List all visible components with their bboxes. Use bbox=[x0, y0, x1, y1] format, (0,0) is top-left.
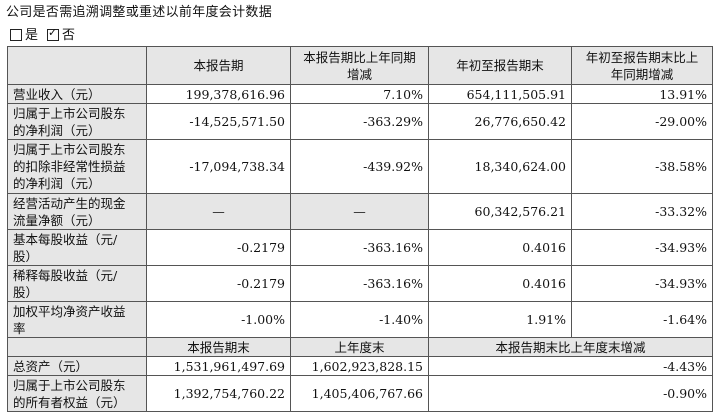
table-row: 归属于上市公司股东 的扣除非经常性损益 的净利润（元） -17,094,738.34… bbox=[7, 139, 713, 194]
option-no-label: 否 bbox=[62, 28, 76, 43]
row-label: 基本每股收益（元/股） bbox=[7, 229, 147, 266]
row-label: 总资产（元） bbox=[7, 356, 147, 376]
row-label: 归属于上市公司股东 的扣除非经常性损益 的净利润（元） bbox=[7, 139, 147, 194]
cell: -439.92% bbox=[290, 139, 429, 194]
table-row: 营业收入（元） 199,378,616.96 7.10% 654,111,505… bbox=[7, 84, 713, 104]
table-row: 经营活动产生的现金 流量净额（元） — — 60,342,576.21 -33.3… bbox=[7, 193, 713, 230]
table-row: 归属于上市公司股东 的净利润（元） -14,525,571.50 -363.29%… bbox=[7, 103, 713, 140]
header-ytd: 年初至报告期末 bbox=[428, 46, 572, 85]
table-row: 归属于上市公司股东 的所有者权益（元） 1,392,754,760.22 1,40… bbox=[7, 375, 713, 412]
cell: -34.93% bbox=[571, 229, 713, 266]
cell: 199,378,616.96 bbox=[146, 84, 291, 104]
header-blank bbox=[7, 337, 147, 357]
header-row-2: 本报告期末 上年度末 本报告期末比上年度末增减 bbox=[7, 337, 713, 357]
header-period-end: 本报告期末 bbox=[146, 337, 291, 357]
cell: 654,111,505.91 bbox=[428, 84, 572, 104]
cell: -4.43% bbox=[428, 356, 713, 376]
row-label: 营业收入（元） bbox=[7, 84, 147, 104]
table-row: 总资产（元） 1,531,961,497.69 1,602,923,828.15… bbox=[7, 356, 713, 376]
financial-data-table: 本报告期 本报告期比上年同期 增减 年初至报告期末 年初至报告期末比上 年同期增减 … bbox=[7, 46, 713, 412]
row-label: 稀释每股收益（元/股） bbox=[7, 265, 147, 302]
cell: 7.10% bbox=[290, 84, 429, 104]
cell: 1,392,754,760.22 bbox=[146, 375, 291, 412]
cell: 26,776,650.42 bbox=[428, 103, 572, 140]
cell: 13.91% bbox=[571, 84, 713, 104]
checkbox-no[interactable] bbox=[47, 26, 60, 41]
cell: 0.4016 bbox=[428, 265, 572, 302]
cell: -0.90% bbox=[428, 375, 713, 412]
cell: -1.40% bbox=[290, 301, 429, 338]
cell: -29.00% bbox=[571, 103, 713, 140]
header-ytd-yoy: 年初至报告期末比上 年同期增减 bbox=[571, 46, 713, 85]
row-label: 归属于上市公司股东 的所有者权益（元） bbox=[7, 375, 147, 412]
option-yes-label: 是 bbox=[25, 28, 39, 43]
table-row: 加权平均净资产收益率 -1.00% -1.40% 1.91% -1.64% bbox=[7, 301, 713, 338]
header-blank bbox=[7, 46, 147, 85]
cell: 1.91% bbox=[428, 301, 572, 338]
checkbox-yes[interactable] bbox=[10, 28, 22, 41]
answer-options: 是 否 bbox=[10, 24, 81, 43]
cell: -363.16% bbox=[290, 229, 429, 266]
row-label: 经营活动产生的现金 流量净额（元） bbox=[7, 193, 147, 230]
header-current-period: 本报告期 bbox=[146, 46, 291, 85]
cell: -363.29% bbox=[290, 103, 429, 140]
cell: -33.32% bbox=[571, 193, 713, 230]
cell: -1.64% bbox=[571, 301, 713, 338]
cell: -38.58% bbox=[571, 139, 713, 194]
cell: -1.00% bbox=[146, 301, 291, 338]
cell: -0.2179 bbox=[146, 229, 291, 266]
cell: -34.93% bbox=[571, 265, 713, 302]
cell: 1,602,923,828.15 bbox=[290, 356, 429, 376]
question-text: 公司是否需追溯调整或重述以前年度会计数据 bbox=[6, 5, 273, 20]
cell: -14,525,571.50 bbox=[146, 103, 291, 140]
row-label: 归属于上市公司股东 的净利润（元） bbox=[7, 103, 147, 140]
row-label: 加权平均净资产收益率 bbox=[7, 301, 147, 338]
header-change: 本报告期末比上年度末增减 bbox=[428, 337, 713, 357]
table-row: 稀释每股收益（元/股） -0.2179 -363.16% 0.4016 -34.… bbox=[7, 265, 713, 302]
cell: -17,094,738.34 bbox=[146, 139, 291, 194]
cell: -0.2179 bbox=[146, 265, 291, 302]
cell: 1,405,406,767.66 bbox=[290, 375, 429, 412]
cell: 0.4016 bbox=[428, 229, 572, 266]
cell: — bbox=[290, 193, 429, 230]
cell: 18,340,624.00 bbox=[428, 139, 572, 194]
cell: 60,342,576.21 bbox=[428, 193, 572, 230]
header-prior-year-end: 上年度末 bbox=[290, 337, 429, 357]
cell: -363.16% bbox=[290, 265, 429, 302]
cell: — bbox=[146, 193, 291, 230]
header-current-yoy: 本报告期比上年同期 增减 bbox=[290, 46, 429, 85]
cell: 1,531,961,497.69 bbox=[146, 356, 291, 376]
table-row: 基本每股收益（元/股） -0.2179 -363.16% 0.4016 -34.… bbox=[7, 229, 713, 266]
header-row: 本报告期 本报告期比上年同期 增减 年初至报告期末 年初至报告期末比上 年同期增减 bbox=[7, 46, 713, 85]
